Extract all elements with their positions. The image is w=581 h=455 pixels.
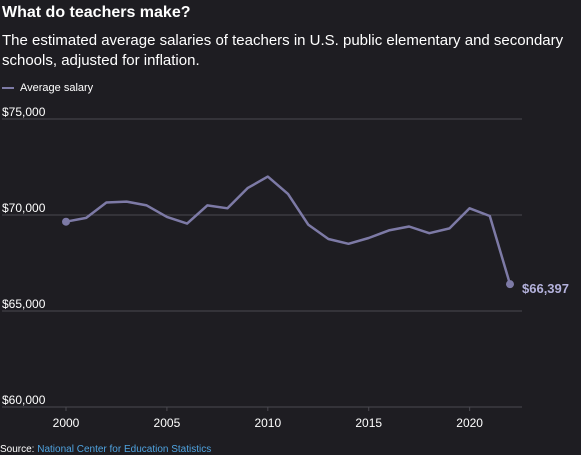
x-tick-label: 2010	[254, 416, 281, 430]
source-note: Source: National Center for Education St…	[0, 444, 211, 455]
x-tick-label: 2005	[154, 416, 181, 430]
y-tick-label: $70,000	[2, 201, 46, 215]
series-end-point	[506, 280, 514, 289]
salary-series-line	[64, 175, 512, 286]
legend: Average salary	[2, 80, 93, 96]
source-label: Source:	[0, 444, 35, 455]
chart-title: What do teachers make?	[2, 4, 191, 21]
salary-line-chart: $60,000 $65,000 $70,000 $75,000 2000 2005 2010…	[2, 105, 569, 430]
x-tick-label: 2000	[53, 416, 80, 430]
x-tick-label: 2020	[456, 416, 483, 430]
y-tick-label: $60,000	[2, 393, 46, 407]
y-tick-label: $75,000	[2, 105, 46, 119]
end-value-label: $66,397	[522, 281, 569, 296]
legend-line-swatch	[2, 87, 14, 89]
y-tick-label: $65,000	[2, 297, 46, 311]
series-start-point	[62, 217, 70, 226]
legend-label: Average salary	[20, 82, 94, 94]
source-link[interactable]: National Center for Education Statistics	[37, 444, 212, 455]
chart-subtitle: The estimated average salaries of teache…	[2, 32, 564, 69]
x-tick-label: 2015	[355, 416, 382, 430]
